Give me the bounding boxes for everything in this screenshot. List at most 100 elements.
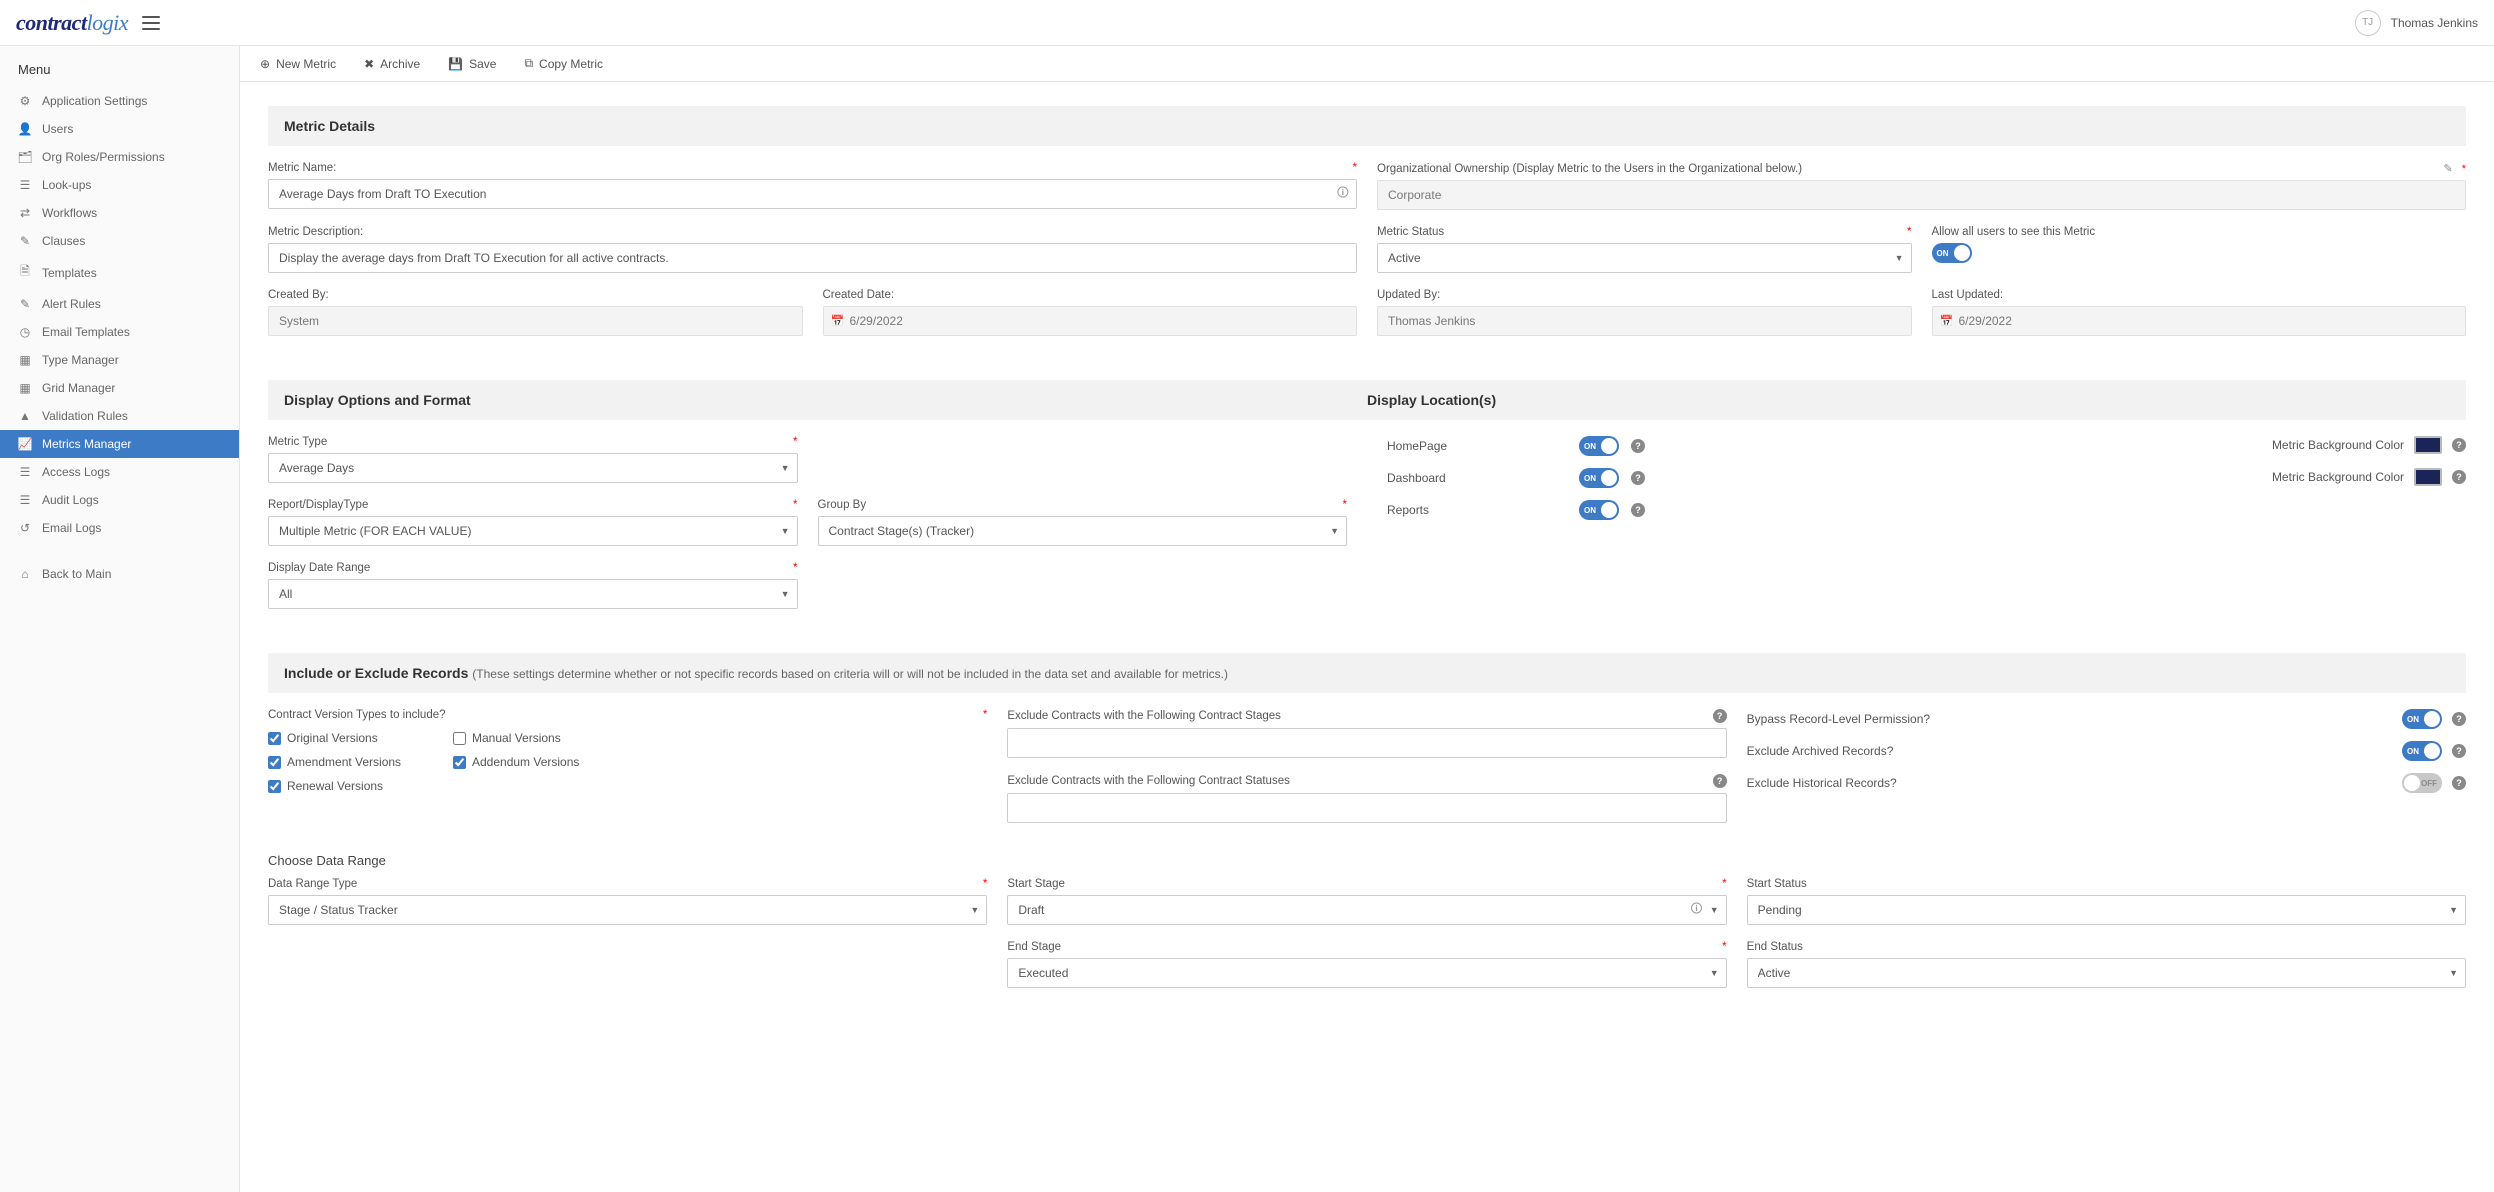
calendar-icon: 📅 — [831, 315, 845, 328]
org-ownership-input — [1377, 180, 2466, 210]
sidebar-item-label: Type Manager — [42, 353, 119, 367]
sidebar-item[interactable]: 🗂Org Roles/Permissions — [0, 143, 239, 171]
edit-icon[interactable]: ✎ — [2443, 163, 2452, 175]
exclude-stages-input[interactable] — [1007, 728, 1726, 758]
calendar-icon: 📅 — [1940, 315, 1954, 328]
sidebar-item-label: Templates — [42, 266, 97, 280]
start-status-select[interactable] — [1747, 895, 2466, 925]
sidebar-item-label: Workflows — [42, 206, 97, 220]
help-icon[interactable]: ? — [2452, 438, 2466, 452]
main-content: ⊕ New Metric ✖ Archive 💾 Save ⧉ Copy Met… — [240, 46, 2494, 1192]
sidebar-item[interactable]: ✎Alert Rules — [0, 290, 239, 318]
manual-versions-checkbox[interactable]: Manual Versions — [453, 731, 608, 745]
sidebar-item[interactable]: ▦Type Manager — [0, 346, 239, 374]
copy-metric-button[interactable]: ⧉ Copy Metric — [524, 56, 603, 71]
metric-description-input[interactable] — [268, 243, 1357, 273]
metric-name-input[interactable] — [268, 179, 1357, 209]
sidebar-item[interactable]: ↺Email Logs — [0, 514, 239, 542]
menu-title: Menu — [0, 56, 239, 87]
sidebar-item[interactable]: ◷Email Templates — [0, 318, 239, 346]
exclude-historical-toggle[interactable]: OFF — [2402, 773, 2442, 793]
allow-all-users-toggle[interactable]: ON — [1932, 243, 1972, 263]
sidebar-item[interactable]: ▲Validation Rules — [0, 402, 239, 430]
action-toolbar: ⊕ New Metric ✖ Archive 💾 Save ⧉ Copy Met… — [240, 46, 2494, 82]
metric-status-select[interactable] — [1377, 243, 1912, 273]
topbar: contractlogix TJ Thomas Jenkins — [0, 0, 2494, 46]
sidebar-item[interactable]: 📈Metrics Manager — [0, 430, 239, 458]
menu-icon: 🗎 — [18, 262, 32, 283]
menu-icon: ↺ — [18, 521, 32, 535]
bg-color-1-picker[interactable] — [2414, 436, 2442, 454]
sidebar-item[interactable]: 🗎 Templates — [0, 255, 239, 290]
sidebar-item-label: Metrics Manager — [42, 437, 131, 451]
exclude-archived-toggle[interactable]: ON — [2402, 741, 2442, 761]
help-icon[interactable]: ? — [2452, 470, 2466, 484]
report-display-type-select[interactable] — [268, 516, 798, 546]
sidebar-item-label: Back to Main — [42, 567, 111, 581]
group-by-select[interactable] — [818, 516, 1348, 546]
help-icon[interactable]: ? — [1631, 503, 1645, 517]
display-options-panel: Display Options and Format Display Locat… — [268, 380, 2466, 625]
menu-icon: 🗂 — [18, 150, 32, 164]
user-name: Thomas Jenkins — [2391, 16, 2478, 30]
sidebar-item-label: Grid Manager — [42, 381, 115, 395]
required-icon: * — [1353, 162, 1357, 174]
menu-icon: ☰ — [18, 465, 32, 479]
sidebar-item[interactable]: ▦Grid Manager — [0, 374, 239, 402]
amendment-versions-checkbox[interactable]: Amendment Versions — [268, 755, 423, 769]
sidebar-item-label: Application Settings — [42, 94, 147, 108]
sidebar-item-label: Users — [42, 122, 73, 136]
metric-type-select[interactable] — [268, 453, 798, 483]
end-status-select[interactable] — [1747, 958, 2466, 988]
display-date-range-select[interactable] — [268, 579, 798, 609]
sidebar-item[interactable]: ✎Clauses — [0, 227, 239, 255]
created-by-input — [268, 306, 803, 336]
sidebar: Menu ⚙Application Settings 👤 Users 🗂Org Rol… — [0, 46, 240, 1192]
menu-icon: ☰ — [18, 493, 32, 507]
homepage-toggle[interactable]: ON — [1579, 436, 1619, 456]
dashboard-toggle[interactable]: ON — [1579, 468, 1619, 488]
updated-by-input — [1377, 306, 1912, 336]
help-icon[interactable]: ? — [2452, 744, 2466, 758]
avatar[interactable]: TJ — [2355, 10, 2381, 36]
addendum-versions-checkbox[interactable]: Addendum Versions — [453, 755, 608, 769]
sidebar-item[interactable]: ⚙Application Settings — [0, 87, 239, 115]
panel-title: Metric Details — [268, 106, 2466, 146]
sidebar-item-label: Access Logs — [42, 465, 110, 479]
sidebar-item[interactable]: ☰ Access Logs — [0, 458, 239, 486]
help-icon[interactable]: ? — [1713, 774, 1727, 788]
sidebar-item-label: Clauses — [42, 234, 85, 248]
menu-icon: 👤 — [18, 122, 32, 136]
help-icon[interactable]: ? — [1631, 471, 1645, 485]
copy-icon: ⧉ — [524, 56, 533, 71]
start-stage-select[interactable] — [1007, 895, 1726, 925]
bypass-permission-toggle[interactable]: ON — [2402, 709, 2442, 729]
sidebar-item-back[interactable]: ⌂ Back to Main — [0, 560, 239, 588]
end-stage-select[interactable] — [1007, 958, 1726, 988]
data-range-type-select[interactable] — [268, 895, 987, 925]
exclude-statuses-input[interactable] — [1007, 793, 1726, 823]
sidebar-item-label: Alert Rules — [42, 297, 101, 311]
help-icon[interactable]: ? — [1713, 709, 1727, 723]
sidebar-item[interactable]: ☰Look-ups — [0, 171, 239, 199]
reports-toggle[interactable]: ON — [1579, 500, 1619, 520]
sidebar-item[interactable]: ⇄Workflows — [0, 199, 239, 227]
help-icon[interactable]: ? — [1631, 439, 1645, 453]
metric-details-panel: Metric Details Metric Name:* 🛈 — [268, 106, 2466, 352]
sidebar-item[interactable]: ☰Audit Logs — [0, 486, 239, 514]
bg-color-2-picker[interactable] — [2414, 468, 2442, 486]
new-metric-button[interactable]: ⊕ New Metric — [260, 57, 336, 71]
original-versions-checkbox[interactable]: Original Versions — [268, 731, 423, 745]
info-icon[interactable]: 🛈 — [1337, 184, 1349, 205]
logo[interactable]: contractlogix — [16, 10, 128, 36]
save-button[interactable]: 💾 Save — [448, 57, 496, 71]
archive-button[interactable]: ✖ Archive — [364, 57, 420, 71]
plus-circle-icon: ⊕ — [260, 57, 270, 71]
menu-toggle-icon[interactable] — [142, 16, 160, 30]
sidebar-item[interactable]: 👤 Users — [0, 115, 239, 143]
help-icon[interactable]: ? — [2452, 776, 2466, 790]
help-icon[interactable]: ? — [2452, 712, 2466, 726]
sidebar-item-label: Look-ups — [42, 178, 91, 192]
info-icon[interactable]: 🛈 — [1690, 900, 1702, 921]
renewal-versions-checkbox[interactable]: Renewal Versions — [268, 779, 423, 793]
